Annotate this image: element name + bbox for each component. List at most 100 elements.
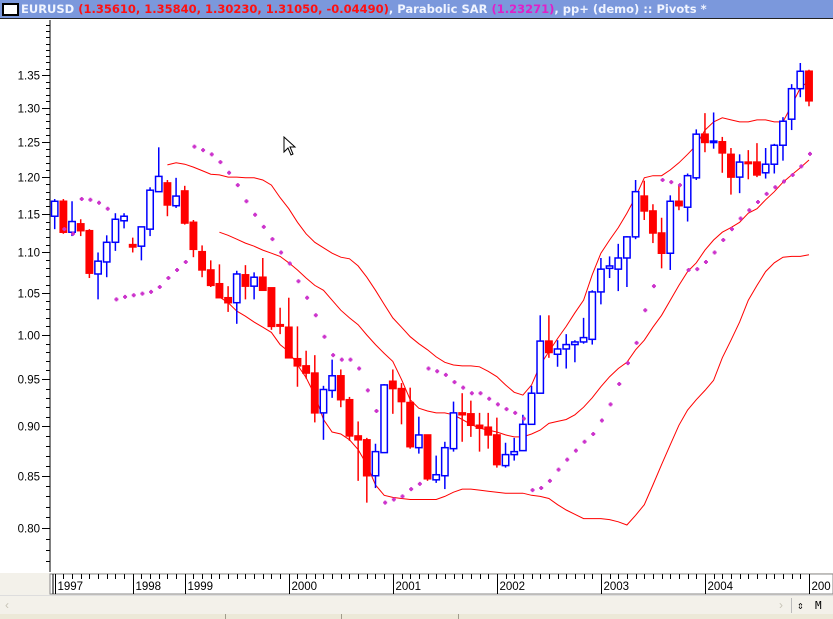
price-chart[interactable]: 0.80 0.85 0.90 0.95 1.00 1.05 1.10 1.15 1.20 1.25… bbox=[0, 0, 833, 574]
candle-up bbox=[449, 401, 458, 452]
sar-dot bbox=[686, 267, 691, 272]
candle-body bbox=[744, 161, 753, 165]
x-axis: 1997 1998 1999 2000 2001 2002 2003 2004 200 bbox=[0, 573, 833, 595]
y-tick-label: 0.90 bbox=[18, 422, 40, 434]
candle-down bbox=[215, 264, 224, 299]
candle-down bbox=[484, 412, 493, 449]
candle-body bbox=[85, 229, 94, 274]
sar-dot bbox=[807, 151, 812, 156]
sar-dot bbox=[634, 340, 639, 345]
candle-down bbox=[753, 143, 761, 178]
candle-body bbox=[605, 265, 614, 270]
candle-down bbox=[701, 113, 709, 153]
candle-up bbox=[102, 235, 111, 278]
candle-body bbox=[345, 398, 354, 437]
candle-body bbox=[380, 384, 389, 454]
candle-down bbox=[293, 326, 302, 387]
candle-down bbox=[657, 217, 666, 269]
candle-body bbox=[371, 450, 380, 477]
sar-dot bbox=[62, 227, 67, 232]
y-tick-label: 1.30 bbox=[18, 104, 40, 116]
candle-body bbox=[666, 200, 675, 254]
candle-down bbox=[76, 219, 85, 237]
window-icon[interactable] bbox=[2, 3, 19, 16]
band-lower-line bbox=[219, 254, 810, 526]
status-divider bbox=[341, 614, 342, 619]
candle-up bbox=[527, 385, 536, 426]
y-tick-label: 1.05 bbox=[18, 289, 40, 301]
candle-down bbox=[388, 369, 397, 414]
candle-down bbox=[354, 421, 363, 481]
status-divider bbox=[458, 614, 459, 619]
candle-body bbox=[562, 343, 571, 350]
ohlc-values: (1.35610, 1.35840, 1.30230, 1.31050, -0.… bbox=[78, 2, 389, 16]
candle-body bbox=[94, 260, 102, 275]
candle-body bbox=[466, 413, 475, 427]
candle-up bbox=[596, 257, 605, 305]
candle-body bbox=[432, 473, 441, 481]
sar-dot bbox=[435, 369, 440, 374]
sar-dot bbox=[764, 191, 769, 196]
candle-body bbox=[536, 340, 545, 394]
sar-dot bbox=[669, 180, 674, 185]
sar-dot bbox=[105, 206, 110, 211]
sar-dot bbox=[556, 467, 561, 472]
m-button[interactable]: M bbox=[815, 599, 822, 612]
sar-dot bbox=[365, 388, 370, 393]
x-tick-label: 2004 bbox=[708, 581, 734, 593]
candle-body bbox=[657, 232, 666, 254]
sar-dot bbox=[339, 357, 344, 362]
candle-body bbox=[172, 195, 181, 207]
y-axis: 0.80 0.85 0.90 0.95 1.00 1.05 1.10 1.15 1.20 1.25… bbox=[18, 20, 51, 572]
candle-down bbox=[423, 434, 432, 481]
y-tick-label: 1.10 bbox=[18, 248, 40, 260]
sync-icon[interactable]: ⇕ bbox=[797, 599, 804, 612]
candle-body bbox=[120, 215, 129, 222]
candle-up bbox=[232, 270, 241, 324]
candle-body bbox=[284, 326, 293, 359]
indicator-value: (1.23271) bbox=[491, 2, 555, 16]
candle-up bbox=[588, 290, 597, 345]
candle-up bbox=[146, 187, 155, 237]
sar-dot bbox=[747, 208, 752, 213]
sar-dot bbox=[530, 488, 535, 493]
sar-dot bbox=[504, 407, 509, 412]
candles bbox=[50, 63, 813, 503]
sar-dot bbox=[287, 261, 292, 266]
x-tick-label: 1999 bbox=[188, 581, 214, 593]
candle-body bbox=[674, 200, 683, 207]
y-tick-label: 1.15 bbox=[18, 210, 40, 222]
sar-dot bbox=[313, 313, 318, 318]
y-tick-label: 0.95 bbox=[18, 375, 40, 387]
sar-dot bbox=[131, 293, 136, 298]
sar-dot bbox=[209, 152, 214, 157]
candle-body bbox=[50, 200, 59, 217]
candle-down bbox=[475, 412, 484, 452]
sar-dot bbox=[114, 297, 119, 302]
candle-down bbox=[727, 148, 735, 195]
candle-down bbox=[224, 286, 233, 312]
candle-down bbox=[492, 417, 501, 468]
scroll-left-button[interactable]: ‹ bbox=[5, 598, 9, 612]
candle-up bbox=[510, 437, 519, 461]
y-tick-label: 1.25 bbox=[18, 138, 40, 150]
candle-up bbox=[761, 148, 770, 179]
candle-down bbox=[189, 220, 198, 258]
sar-dot bbox=[296, 279, 301, 284]
scroll-right-button[interactable]: › bbox=[779, 598, 783, 612]
candle-body bbox=[735, 161, 744, 178]
candle-body bbox=[701, 133, 709, 144]
candle-body bbox=[59, 200, 68, 233]
candle-up bbox=[562, 334, 571, 369]
status-bar bbox=[0, 614, 833, 619]
candle-body bbox=[683, 174, 692, 208]
candle-down bbox=[674, 185, 683, 211]
candle-up bbox=[579, 317, 588, 344]
horizontal-scrollbar[interactable]: ‹ › ⇕ M bbox=[0, 595, 833, 615]
candle-up bbox=[570, 340, 579, 363]
candle-up bbox=[666, 195, 675, 270]
candle-body bbox=[128, 243, 137, 248]
x-tick-label: 2001 bbox=[396, 581, 422, 593]
candle-up bbox=[614, 243, 623, 292]
sar-dot bbox=[513, 410, 518, 415]
